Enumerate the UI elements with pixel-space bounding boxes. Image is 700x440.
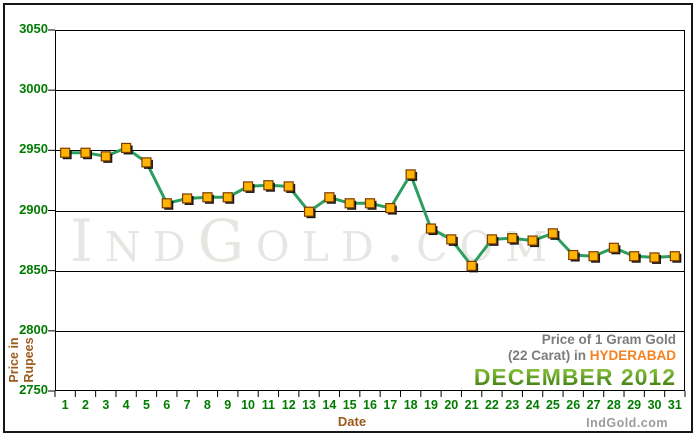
x-axis-label-10: 10 xyxy=(241,398,256,412)
y-axis-label-2900: 2900 xyxy=(19,201,48,217)
y-axis-label-2750: 2750 xyxy=(19,382,48,397)
gridline-2950 xyxy=(56,150,684,152)
annotation-line2: (22 Carat) in HYDERABAD xyxy=(474,348,676,364)
x-axis-label-6: 6 xyxy=(163,398,171,412)
x-axis-label-18: 18 xyxy=(403,398,418,412)
x-axis-label-1: 1 xyxy=(61,398,69,412)
x-axis-label-28: 28 xyxy=(606,398,621,412)
x-axis-label-13: 13 xyxy=(302,398,316,412)
x-axis-label-21: 21 xyxy=(464,398,479,412)
x-axis-label-7: 7 xyxy=(183,398,191,412)
x-axis-label-30: 30 xyxy=(647,398,662,412)
x-axis-label-9: 9 xyxy=(224,398,232,412)
x-axis-label-26: 26 xyxy=(566,398,581,412)
x-axis-label-15: 15 xyxy=(342,398,357,412)
gridline-2900 xyxy=(56,210,684,212)
chart-annotation-block: Price of 1 Gram Gold (22 Carat) in HYDER… xyxy=(474,332,676,390)
x-axis-label-5: 5 xyxy=(142,398,150,412)
x-axis-label-4: 4 xyxy=(122,398,130,412)
annotation-line1: Price of 1 Gram Gold xyxy=(541,332,676,347)
y-axis-title-line1: Price in xyxy=(7,337,21,383)
x-axis-label-11: 11 xyxy=(261,398,275,412)
x-axis-label-23: 23 xyxy=(505,398,520,412)
x-axis-title: Date xyxy=(337,414,367,429)
x-axis-label-3: 3 xyxy=(102,398,110,412)
y-axis-label-3050: 3050 xyxy=(19,21,48,36)
x-axis-label-19: 19 xyxy=(424,398,438,412)
month-year-label: DECEMBER 2012 xyxy=(473,364,676,390)
x-axis-label-27: 27 xyxy=(586,398,601,412)
x-axis-label-25: 25 xyxy=(545,398,560,412)
y-axis-title: Price in Rupees xyxy=(7,325,51,395)
y-axis-label-2850: 2850 xyxy=(19,261,48,277)
gridline-3000 xyxy=(56,90,684,92)
carat-label: (22 Carat) in xyxy=(507,348,586,363)
y-axis-label-2950: 2950 xyxy=(19,141,48,157)
x-axis-label-29: 29 xyxy=(627,398,642,412)
y-axis-title-line2: Rupees xyxy=(22,337,36,383)
x-axis-label-16: 16 xyxy=(363,398,377,412)
x-axis-label-22: 22 xyxy=(484,398,499,412)
x-axis-label-12: 12 xyxy=(281,398,296,412)
x-axis-label-2: 2 xyxy=(81,398,89,412)
gridline-2850 xyxy=(56,270,684,272)
y-axis-label-2800: 2800 xyxy=(19,321,48,337)
site-credit-label: IndGold.com xyxy=(586,416,668,430)
x-axis-label-17: 17 xyxy=(383,398,398,412)
x-axis-label-20: 20 xyxy=(444,398,459,412)
y-axis-label-3000: 3000 xyxy=(19,81,48,97)
watermark-text: IndGold.com xyxy=(70,207,560,275)
gridline-2800 xyxy=(56,330,684,332)
x-axis-label-8: 8 xyxy=(203,398,211,412)
x-axis-label-14: 14 xyxy=(322,398,337,412)
x-axis-label-24: 24 xyxy=(525,398,540,412)
city-label: HYDERABAD xyxy=(589,348,676,363)
x-axis-label-31: 31 xyxy=(667,398,682,412)
